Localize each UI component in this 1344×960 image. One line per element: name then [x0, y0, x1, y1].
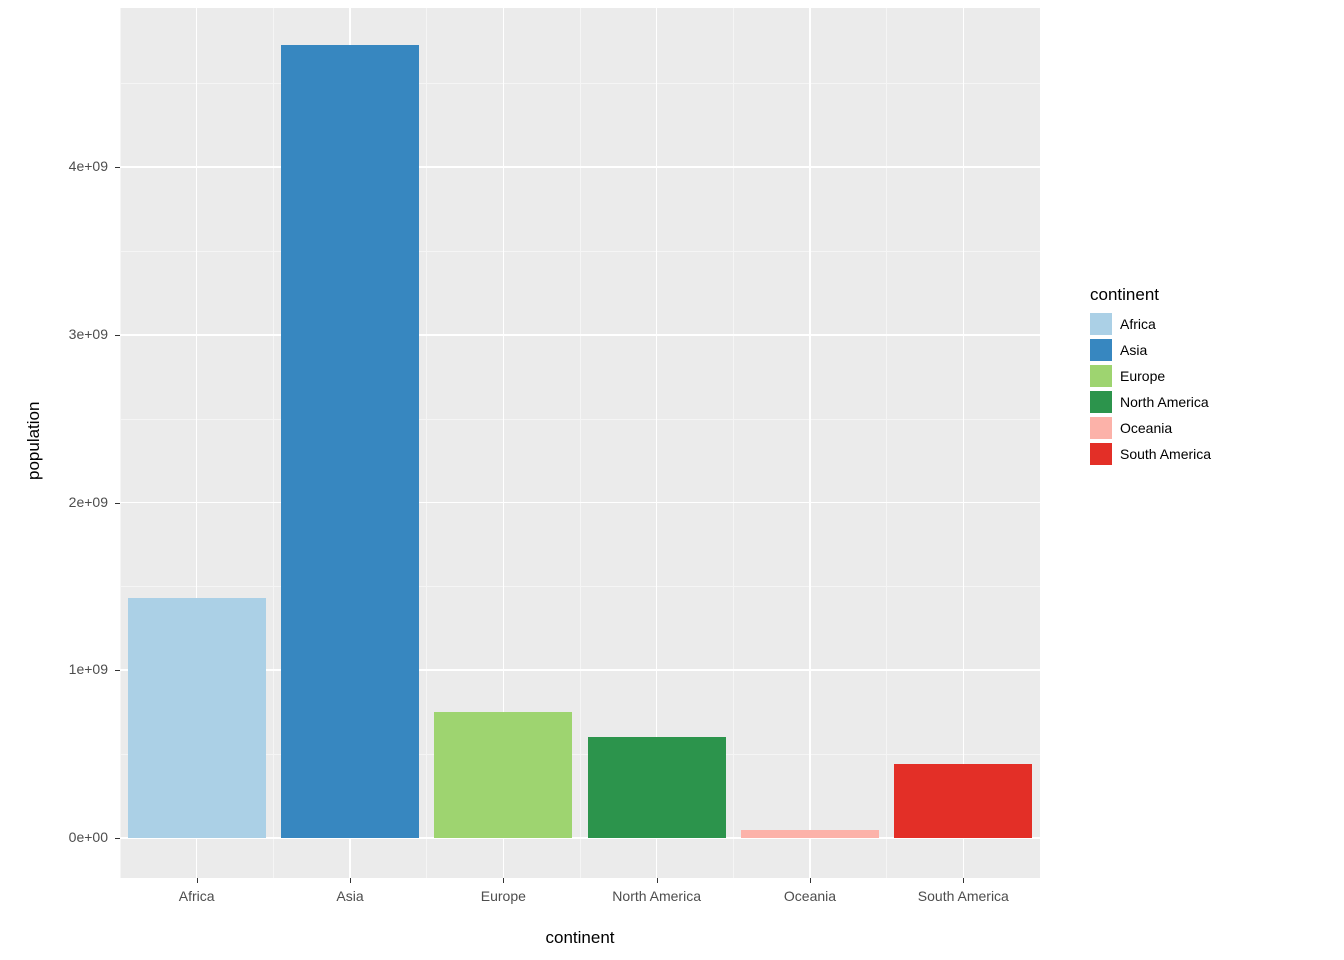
grid-major-v [809, 8, 811, 878]
y-tick-label: 1e+09 [48, 661, 108, 677]
legend-item: Europe [1090, 365, 1211, 387]
grid-major-h [120, 334, 1040, 336]
legend-swatch [1090, 339, 1112, 361]
legend-label: Asia [1120, 342, 1147, 358]
legend-label: Europe [1120, 368, 1165, 384]
y-tick-label: 3e+09 [48, 326, 108, 342]
legend-item: Oceania [1090, 417, 1211, 439]
legend-label: North America [1120, 394, 1209, 410]
y-tick [115, 335, 120, 336]
grid-major-h [120, 502, 1040, 504]
legend: continent Africa Asia Europe North America O… [1090, 285, 1211, 469]
legend-item: North America [1090, 391, 1211, 413]
x-tick-label: Africa [117, 888, 277, 904]
bar [741, 830, 879, 838]
population-bar-chart: population continent continent AfricaAsi… [0, 0, 1344, 960]
plot-panel [120, 8, 1040, 878]
bar [588, 737, 726, 838]
legend-label: South America [1120, 446, 1211, 462]
legend-label: Oceania [1120, 420, 1172, 436]
x-tick [810, 878, 811, 883]
grid-minor-v [886, 8, 887, 878]
legend-title: continent [1090, 285, 1211, 305]
bar [281, 45, 419, 838]
y-tick-label: 4e+09 [48, 158, 108, 174]
y-tick [115, 838, 120, 839]
x-tick-label: South America [883, 888, 1043, 904]
grid-minor-v [733, 8, 734, 878]
y-tick-label: 2e+09 [48, 494, 108, 510]
legend-swatch [1090, 365, 1112, 387]
legend-item: Africa [1090, 313, 1211, 335]
legend-item: Asia [1090, 339, 1211, 361]
bar [128, 598, 266, 838]
legend-swatch [1090, 417, 1112, 439]
x-tick-label: Oceania [730, 888, 890, 904]
y-axis-label: population [24, 402, 44, 480]
grid-major-h [120, 166, 1040, 168]
legend-label: Africa [1120, 316, 1156, 332]
grid-major-v [963, 8, 965, 878]
x-tick [350, 878, 351, 883]
y-tick [115, 167, 120, 168]
legend-swatch [1090, 313, 1112, 335]
grid-minor-v [273, 8, 274, 878]
x-tick-label: North America [577, 888, 737, 904]
legend-swatch [1090, 443, 1112, 465]
grid-minor-v [580, 8, 581, 878]
y-tick [115, 670, 120, 671]
legend-item: South America [1090, 443, 1211, 465]
y-tick [115, 503, 120, 504]
x-tick [963, 878, 964, 883]
legend-swatch [1090, 391, 1112, 413]
grid-minor-v [426, 8, 427, 878]
x-tick [657, 878, 658, 883]
bar [434, 712, 572, 838]
x-axis-label: continent [0, 928, 1160, 948]
y-tick-label: 0e+00 [48, 829, 108, 845]
x-tick-label: Asia [270, 888, 430, 904]
x-tick [197, 878, 198, 883]
x-tick-label: Europe [423, 888, 583, 904]
x-tick [503, 878, 504, 883]
bar [894, 764, 1032, 838]
